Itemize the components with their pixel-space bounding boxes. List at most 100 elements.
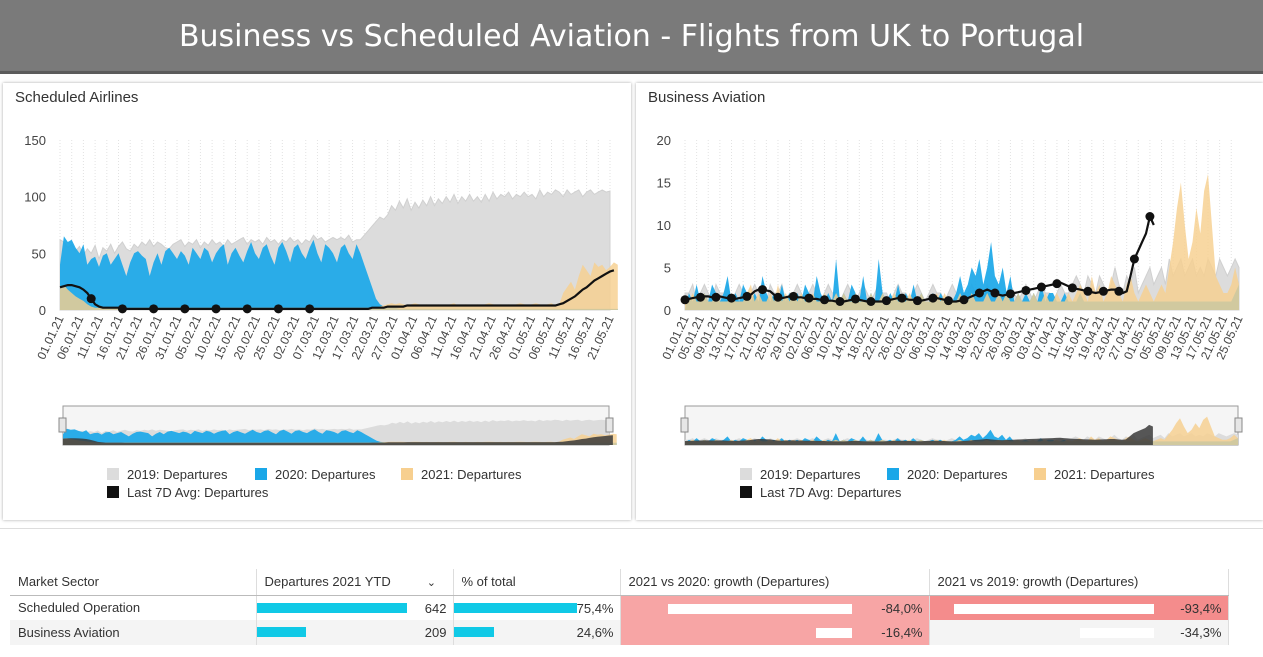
y-tick-label: 15 xyxy=(657,176,671,191)
growth-2020-value: -84,0% xyxy=(881,600,923,616)
column-header[interactable]: 2021 vs 2019: growth (Departures) xyxy=(929,569,1229,596)
growth-2020-cell: -16,4% xyxy=(620,620,930,645)
avg-marker xyxy=(180,304,190,314)
legend-swatch xyxy=(740,486,752,498)
pct-bar xyxy=(453,602,578,613)
avg-marker xyxy=(819,295,829,305)
legend-swatch xyxy=(107,486,119,498)
page-title: Business vs Scheduled Aviation - Flights… xyxy=(0,0,1263,74)
legend: 2019: Departures 2020: Departures 2021: De… xyxy=(107,467,522,500)
avg-marker xyxy=(1114,286,1124,296)
avg-marker xyxy=(757,285,767,295)
departures-cell: 642 xyxy=(256,595,454,620)
legend-swatch xyxy=(1034,468,1046,480)
growth-2019-value: -34,3% xyxy=(1180,625,1222,640)
legend-item-label[interactable]: 2021: Departures xyxy=(1054,467,1155,482)
legend-item-label[interactable]: Last 7D Avg: Departures xyxy=(127,485,269,500)
growth-2019-cell: -93,4% xyxy=(929,595,1229,620)
column-header-sorted[interactable]: Departures 2021 YTD ⌄ xyxy=(256,569,454,596)
pct-value: 75,4% xyxy=(576,600,614,616)
avg-marker xyxy=(990,288,1000,298)
navigator xyxy=(680,405,1243,446)
business-aviation-panel: Business Aviation 0 5 10 15 20 01.01.21 05.01.… xyxy=(636,83,1263,520)
departures-value: 642 xyxy=(424,600,447,616)
departures-bar xyxy=(256,627,307,637)
avg-marker xyxy=(305,304,315,314)
avg-marker xyxy=(711,292,721,302)
navigator-left-handle[interactable] xyxy=(58,417,67,433)
legend-item-label[interactable]: 2020: Departures xyxy=(907,467,1008,482)
legend-item-label[interactable]: 2020: Departures xyxy=(275,467,376,482)
table-row[interactable]: Scheduled Operation 642 75,4% -84,0% -93,4% xyxy=(10,595,1229,620)
navigator-right-handle[interactable] xyxy=(605,417,614,433)
navigator-left-handle[interactable] xyxy=(680,417,689,433)
avg-marker xyxy=(1021,285,1031,295)
departures-bar xyxy=(256,602,407,613)
scheduled-airlines-chart[interactable]: 05010015001.01.2106.01.2111.01.2116.01.2… xyxy=(3,83,631,520)
series-area-2021 xyxy=(685,174,1239,310)
sector-cell: Business Aviation xyxy=(10,620,257,645)
legend-swatch xyxy=(255,468,267,480)
legend-swatch xyxy=(740,468,752,480)
navigator-avg-area xyxy=(685,424,1153,445)
legend: 2019: Departures 2020: Departures 2021: De… xyxy=(740,467,1155,500)
departures-cell: 209 xyxy=(256,620,454,645)
avg-marker xyxy=(959,295,969,305)
avg-marker xyxy=(1036,282,1046,292)
y-tick-label: 0 xyxy=(39,303,46,318)
market-sector-table: Market Sector Departures 2021 YTD ⌄ % of … xyxy=(10,569,1229,645)
avg-marker xyxy=(897,293,907,303)
legend-item-label[interactable]: 2019: Departures xyxy=(127,467,228,482)
avg-marker xyxy=(86,294,96,304)
avg-marker xyxy=(242,304,252,314)
column-header[interactable]: 2021 vs 2020: growth (Departures) xyxy=(620,569,930,596)
legend-item-label[interactable]: Last 7D Avg: Departures xyxy=(760,485,902,500)
avg-marker xyxy=(974,288,984,298)
table-header-row: Market Sector Departures 2021 YTD ⌄ % of … xyxy=(10,569,1229,596)
avg-marker xyxy=(943,296,953,306)
departures-value: 209 xyxy=(424,625,447,640)
column-header-label: Departures 2021 YTD xyxy=(264,574,391,590)
y-tick-label: 50 xyxy=(32,246,46,261)
avg-marker xyxy=(835,297,845,306)
avg-marker xyxy=(742,291,752,301)
avg-marker xyxy=(695,292,705,302)
table-row[interactable]: Business Aviation 209 24,6% -16,4% -34,3% xyxy=(10,620,1229,645)
avg-marker xyxy=(881,296,891,306)
avg-marker xyxy=(1067,283,1077,293)
navigator-right-handle[interactable] xyxy=(1234,417,1243,433)
legend-swatch xyxy=(887,468,899,480)
scheduled-airlines-panel: Scheduled Airlines 0 50 100 150 01.01.21 06.0… xyxy=(3,83,631,520)
pct-value: 24,6% xyxy=(576,625,614,640)
avg-marker xyxy=(117,304,127,314)
sector-cell: Scheduled Operation xyxy=(10,595,257,620)
growth-2020-cell: -84,0% xyxy=(620,595,930,620)
legend-item-label[interactable]: 2019: Departures xyxy=(760,467,861,482)
avg-marker xyxy=(928,293,938,303)
growth-2019-bar xyxy=(953,603,1154,614)
avg-marker xyxy=(1005,289,1015,299)
growth-2020-bar xyxy=(668,603,852,614)
chart-title: Scheduled Airlines xyxy=(15,89,139,106)
navigator xyxy=(58,405,617,446)
avg-marker xyxy=(788,291,798,301)
avg-marker xyxy=(149,304,159,314)
legend-swatch xyxy=(107,468,119,480)
avg-marker xyxy=(912,296,922,306)
business-aviation-chart[interactable]: 0510152001.01.2105.01.2109.01.2113.01.21… xyxy=(636,83,1263,520)
y-tick-label: 0 xyxy=(664,303,671,318)
avg-marker xyxy=(680,295,690,305)
avg-marker xyxy=(1098,286,1108,296)
y-tick-label: 100 xyxy=(24,190,46,205)
legend-item-label[interactable]: 2021: Departures xyxy=(421,467,522,482)
y-tick-label: 10 xyxy=(657,218,671,233)
column-header[interactable]: Market Sector xyxy=(10,569,257,596)
growth-2019-value: -93,4% xyxy=(1180,600,1222,616)
avg-marker xyxy=(211,304,221,314)
chevron-down-icon[interactable]: ⌄ xyxy=(426,577,436,590)
avg-marker xyxy=(1129,254,1139,264)
pct-cell: 75,4% xyxy=(453,595,621,620)
market-sector-table-panel: Market Sector Departures 2021 YTD ⌄ % of … xyxy=(0,528,1263,657)
y-tick-label: 150 xyxy=(24,133,46,148)
column-header[interactable]: % of total xyxy=(453,569,621,596)
